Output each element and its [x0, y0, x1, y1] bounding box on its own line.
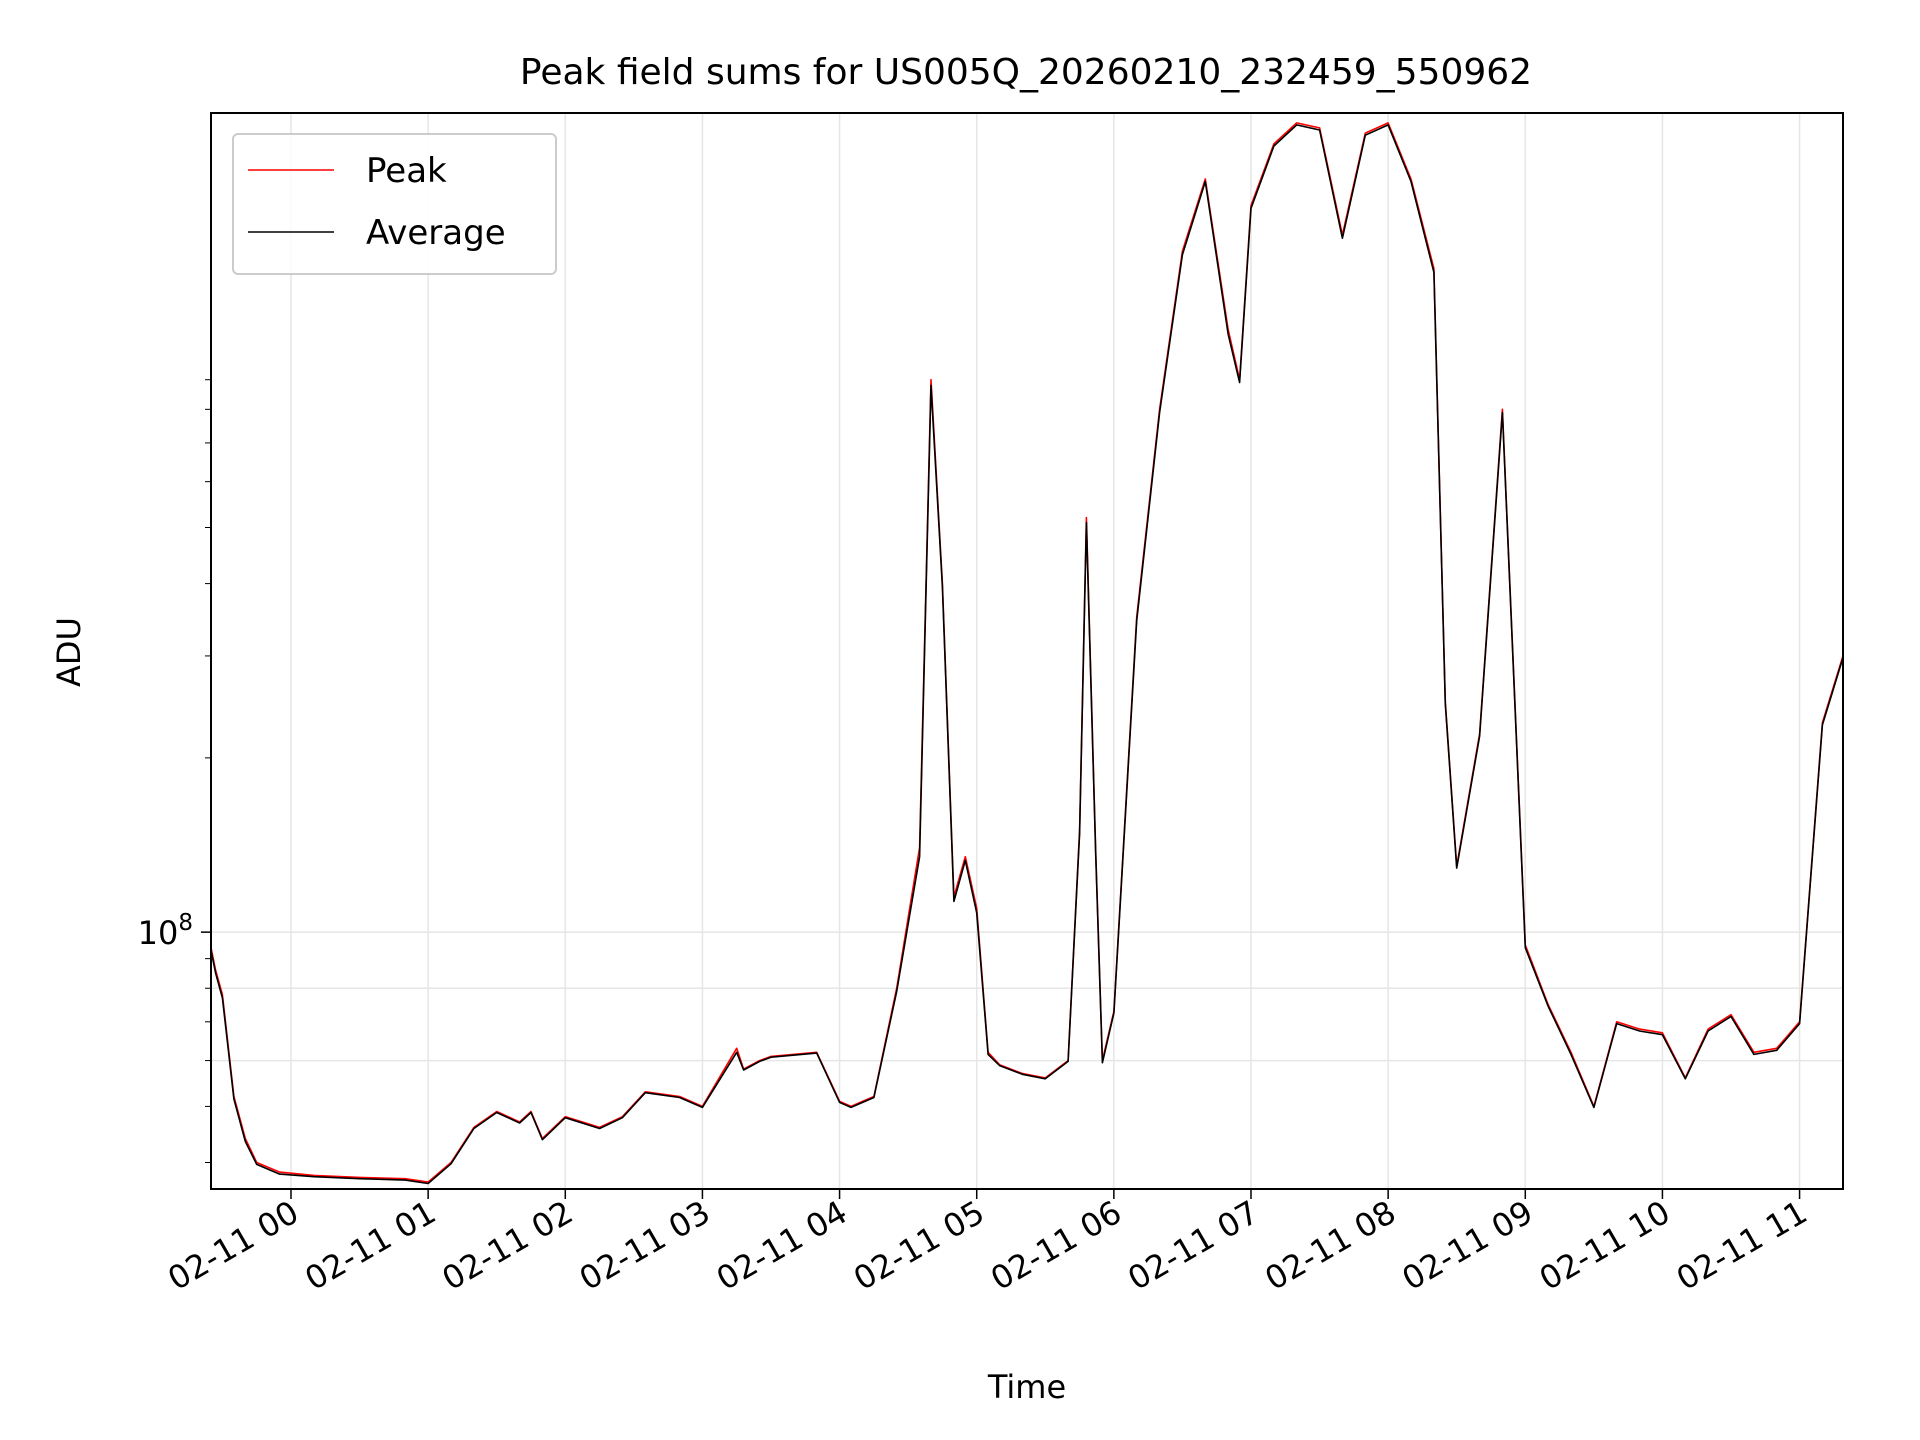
y-axis-ticks: 108: [138, 379, 211, 1164]
series-line-average: [210, 124, 1844, 1185]
legend-box: [232, 133, 557, 275]
plot-frame: [210, 112, 1844, 1190]
y-tick-label: 108: [138, 910, 193, 952]
y-axis-label: ADU: [50, 617, 88, 687]
series-layer: [210, 122, 1844, 1185]
legend-label-peak: Peak: [366, 151, 447, 191]
chart-title: Peak field sums for US005Q_20260210_2324…: [520, 52, 1532, 93]
legend: Peak Average: [232, 133, 557, 275]
x-axis-label: Time: [987, 1368, 1066, 1406]
legend-label-average: Average: [366, 213, 506, 253]
grid-layer: [211, 113, 1843, 1189]
